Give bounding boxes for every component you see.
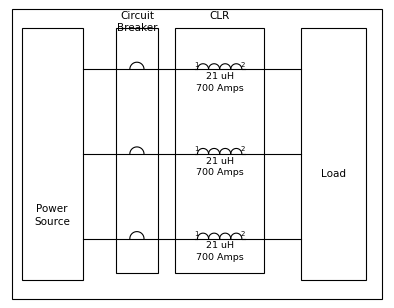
Text: 21 uH
700 Amps: 21 uH 700 Amps <box>196 72 243 92</box>
Bar <box>301 28 366 280</box>
Bar <box>175 28 264 273</box>
Text: Circuit
Breaker: Circuit Breaker <box>117 11 157 33</box>
Text: 21 uH
700 Amps: 21 uH 700 Amps <box>196 241 243 262</box>
Text: 21 uH
700 Amps: 21 uH 700 Amps <box>196 157 243 177</box>
Bar <box>22 28 83 280</box>
Text: Load: Load <box>321 169 346 179</box>
Text: CLR: CLR <box>210 11 230 21</box>
Text: 1: 1 <box>194 146 199 152</box>
Text: 1: 1 <box>194 62 199 68</box>
Text: Power
Source: Power Source <box>34 205 70 227</box>
Text: 2: 2 <box>241 231 245 237</box>
Bar <box>116 28 158 273</box>
Text: 2: 2 <box>241 146 245 152</box>
Text: 1: 1 <box>194 231 199 237</box>
Text: 2: 2 <box>241 62 245 68</box>
